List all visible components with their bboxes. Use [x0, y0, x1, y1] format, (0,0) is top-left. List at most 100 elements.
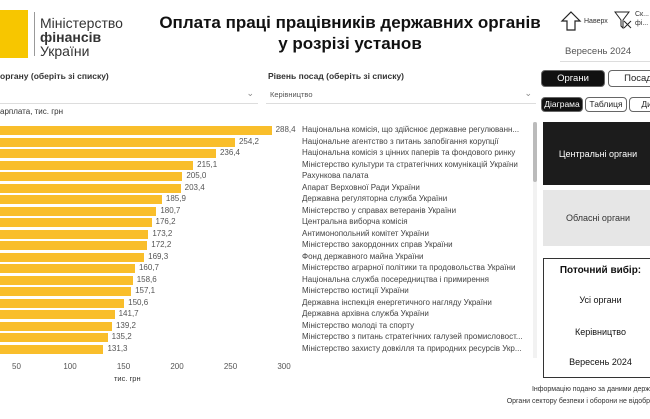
reset-filters-label: Ск... фі...: [635, 11, 649, 27]
chevron-down-icon: ⌄: [246, 88, 254, 98]
chart-scrollbar[interactable]: [533, 122, 537, 358]
bar-value-label: 185,9: [165, 194, 186, 203]
category-label: Фонд державного майна України: [302, 251, 424, 261]
bar[interactable]: [0, 287, 132, 296]
bar-value-label: 173,2: [152, 228, 173, 238]
footer-note-1: Інформацію подано за даними держ: [531, 386, 650, 393]
bar-value-label: 203,4: [184, 182, 205, 192]
page-title: Оплата праці працівників державних орган…: [150, 12, 550, 54]
bar[interactable]: [0, 218, 152, 227]
bar-value-label: 205,0: [186, 171, 207, 180]
logo-line1: Міністерство: [40, 15, 123, 31]
coat-of-arms-logo: [0, 10, 28, 58]
x-tick-label: 200: [170, 362, 184, 371]
logo-divider: [34, 12, 35, 56]
level-dropdown[interactable]: Керівництво ⌄: [266, 86, 536, 104]
chart-ylabel: арплата, тис. грн: [0, 107, 64, 116]
category-label: Державна архівна служба України: [302, 309, 429, 318]
x-tick-label: 50: [12, 362, 21, 371]
category-label: Міністерство культури та стратегічних ко…: [302, 159, 518, 169]
bar[interactable]: [0, 195, 162, 204]
category-label: Національна комісія, що здійснює державн…: [302, 125, 520, 134]
tab-dynamics[interactable]: Дин: [629, 97, 650, 112]
bar[interactable]: [0, 206, 157, 216]
chevron-down-icon: ⌄: [524, 88, 532, 98]
bar-value-label: 139,2: [115, 320, 136, 330]
arrow-up-icon: [560, 11, 582, 31]
filter-clear-icon: [614, 11, 632, 30]
bar[interactable]: [0, 310, 115, 319]
tab-diagram[interactable]: Діаграма: [541, 97, 583, 112]
period-dropdown[interactable]: Вересень 2024: [560, 44, 650, 62]
positions-toggle[interactable]: Посад: [608, 70, 650, 87]
bar-value-label: 150,6: [128, 297, 149, 307]
category-label: Міністерство у справах ветеранів України: [302, 205, 457, 215]
reset-filters-button[interactable]: Ск... фі...: [614, 10, 649, 30]
regional-organs-button[interactable]: Обласні органи: [543, 190, 650, 246]
bar-value-label: 131,3: [107, 343, 128, 353]
category-label: Державна регуляторна служба України: [302, 194, 448, 203]
category-label: Міністерство аграрної політики та продов…: [302, 263, 516, 272]
x-tick-label: 100: [63, 362, 77, 371]
category-label: Міністерство захисту довкілля та природн…: [302, 343, 522, 353]
chart-xlabel: тис. грн: [114, 374, 141, 383]
bar[interactable]: [0, 252, 145, 262]
category-label: Центральна виборча комісія: [302, 217, 408, 226]
x-tick-label: 300: [277, 362, 291, 371]
bar[interactable]: [0, 137, 235, 147]
bar[interactable]: [0, 160, 194, 170]
tab-table[interactable]: Таблиця: [585, 97, 627, 112]
bar-value-label: 215,1: [197, 159, 218, 169]
bar-value-label: 180,7: [160, 205, 181, 215]
selection-organ: Усі органи: [579, 295, 622, 305]
bar-value-label: 160,7: [138, 263, 159, 272]
bar[interactable]: [0, 183, 181, 193]
bar-value-label: 169,3: [148, 251, 169, 261]
title-line1: Оплата праці працівників державних орган…: [159, 13, 541, 32]
logo-line2: фінансів: [40, 29, 102, 45]
category-label: Державна інспекція енергетичного нагляду…: [302, 297, 492, 307]
organs-toggle[interactable]: Органи: [541, 70, 605, 87]
bar[interactable]: [0, 344, 104, 354]
bar[interactable]: [0, 229, 149, 239]
bar-value-label: 254,2: [238, 136, 260, 146]
bar[interactable]: [0, 298, 125, 308]
bar[interactable]: [0, 172, 183, 181]
category-label: Міністерство молоді та спорту: [302, 320, 415, 330]
category-label: Національна комісія з цінних паперів та …: [302, 148, 516, 157]
level-value: Керівництво: [270, 90, 313, 99]
category-label: Антимонопольний комітет України: [302, 228, 429, 238]
level-filter-label: Рівень посад (оберіть зі списку): [268, 71, 404, 81]
category-label: Міністерство юстиції України: [302, 286, 409, 295]
category-label: Міністерство з питань стратегічних галуз…: [302, 332, 523, 341]
logo-line3: України: [40, 43, 90, 59]
category-label: Національна служба посередництва і прими…: [302, 274, 489, 284]
bar[interactable]: [0, 126, 272, 135]
current-selection-card: Поточний вибір: Усі органи Керівництво В…: [543, 258, 650, 378]
organ-dropdown[interactable]: ⌄: [0, 86, 258, 104]
bar[interactable]: [0, 275, 133, 285]
selection-level: Керівництво: [575, 327, 626, 337]
bar[interactable]: [0, 241, 148, 250]
bar-value-label: 135,2: [111, 332, 132, 341]
bar-value-label: 158,6: [136, 274, 157, 284]
category-label: Рахункова палата: [302, 171, 369, 180]
bar-value-label: 157,1: [135, 286, 156, 295]
scrollbar-thumb[interactable]: [533, 122, 537, 182]
bar-value-label: 141,7: [118, 309, 139, 318]
bar-value-label: 172,2: [151, 240, 172, 249]
bar[interactable]: [0, 321, 112, 331]
bar-value-label: 176,2: [155, 217, 176, 226]
category-label: Національне агентство з питань запобіган…: [302, 136, 499, 146]
bar[interactable]: [0, 149, 216, 158]
bar[interactable]: [0, 264, 135, 273]
selection-period: Вересень 2024: [569, 357, 632, 367]
bar[interactable]: [0, 333, 108, 342]
category-label: Апарат Верховної Ради України: [302, 182, 420, 192]
to-top-button[interactable]: Наверх: [560, 10, 608, 32]
x-tick-label: 250: [223, 362, 238, 371]
category-label: Міністерство закордонних справ України: [302, 240, 453, 249]
central-organs-button[interactable]: Центральні органи: [543, 122, 650, 185]
bar-value-label: 236,4: [219, 148, 240, 157]
x-tick-label: 150: [116, 362, 131, 371]
